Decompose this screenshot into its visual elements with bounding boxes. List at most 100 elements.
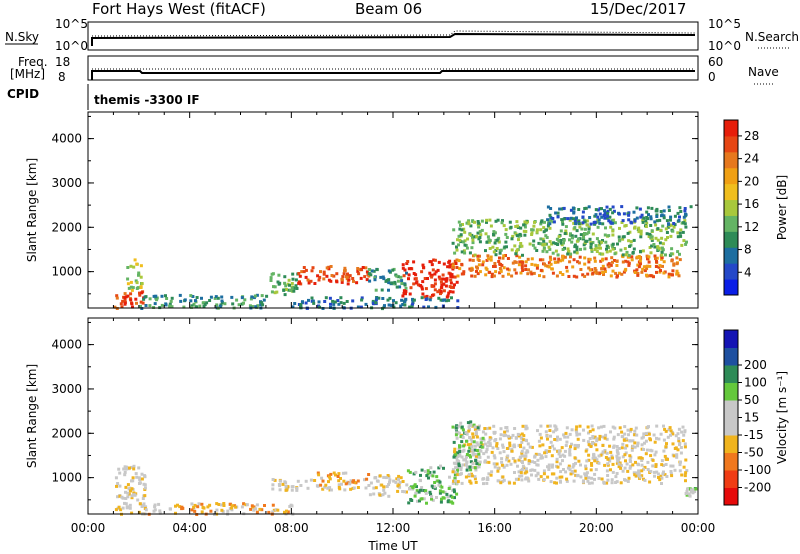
colorbar-tick-label: 15 [744, 411, 759, 425]
colorbar-swatch [724, 183, 738, 201]
colorbar-swatch [724, 470, 738, 488]
scatter-region-1 [114, 464, 147, 516]
scatter-region-8 [451, 420, 485, 472]
colorbar-swatch [724, 382, 738, 401]
scatter-region-8 [451, 254, 682, 279]
colorbar-swatch [724, 452, 738, 471]
colorbar-tick-label: -200 [744, 481, 771, 495]
colorbar-swatch [724, 215, 738, 232]
nave-tick-bottom: 0 [708, 70, 716, 84]
x-tick-label: 16:00 [477, 521, 512, 535]
colorbar-tick-label: 20 [744, 174, 759, 188]
y-tick-label: 3000 [51, 382, 82, 396]
freq-panel [87, 55, 699, 81]
colorbar-swatch [724, 417, 738, 436]
x-tick-label: 20:00 [579, 521, 614, 535]
scatter-region-4 [269, 272, 300, 297]
colorbar-tick-label: 28 [744, 129, 759, 143]
colorbar-swatch [724, 151, 738, 169]
nave-tick-top: 60 [708, 55, 723, 69]
x-tick-label: 12:00 [376, 521, 411, 535]
colorbar-swatch [724, 487, 738, 506]
y-tick-label: 2000 [51, 220, 82, 234]
colorbar-label: Power [dB] [775, 175, 789, 240]
power-panel: 1000 2000 3000 4000 Slant Range [km] 4 8 12 16 20… [25, 111, 789, 311]
nsky-tick-top: 10^5 [55, 17, 88, 31]
scatter-region-5 [368, 474, 409, 498]
scatter-region-6 [367, 267, 408, 292]
y-tick-label: 4000 [51, 132, 82, 146]
scatter-region-10 [546, 205, 693, 226]
colorbar: -200 -100 -50 -15 15 50 100 200 Velocity [m s⁻¹] [723, 329, 789, 506]
nsky-trace [91, 32, 696, 46]
x-tick-label: 08:00 [274, 521, 309, 535]
y-tick-label: 1000 [51, 265, 82, 279]
colorbar-swatch [724, 279, 738, 296]
nsky-label: N.Sky [5, 30, 39, 44]
colorbar-tick-label: -100 [744, 463, 771, 477]
x-axis-label: Time UT [367, 539, 418, 553]
scatter-region-9 [451, 218, 688, 257]
x-tick-label: 00:00 [71, 521, 106, 535]
nsearch-label: N.Search [745, 30, 799, 44]
scatter-region-5 [297, 265, 371, 286]
colorbar-tick-label: -50 [744, 446, 764, 460]
y-axis-label: Slant Range [km] [25, 158, 39, 262]
nsky-tick-bottom: 10^0 [55, 39, 88, 53]
scatter-region-9 [684, 487, 698, 498]
colorbar-swatch [724, 347, 738, 366]
colorbar-swatch [724, 135, 738, 153]
colorbar-swatch [724, 435, 738, 453]
nave-label: Nave [748, 65, 779, 79]
colorbar-tick-label: -15 [744, 428, 764, 442]
x-tick-label: 00:00 [681, 521, 716, 535]
colorbar-swatch [724, 263, 738, 280]
y-tick-label: 4000 [51, 338, 82, 352]
colorbar-tick-label: 50 [744, 393, 759, 407]
colorbar-tick-label: 8 [744, 243, 752, 257]
y-axis-label: Slant Range [km] [25, 364, 39, 468]
colorbar-swatch [724, 167, 738, 185]
scatter-region-7 [401, 258, 459, 299]
freq-trace [91, 70, 695, 80]
colorbar-tick-label: 100 [744, 376, 767, 390]
colorbar-tick-label: 4 [744, 265, 752, 279]
colorbar-swatch [724, 231, 738, 248]
freq-tick-bottom: 8 [58, 70, 66, 84]
beam-label: Beam 06 [355, 0, 422, 18]
colorbar-swatch [724, 247, 738, 264]
colorbar-swatch [724, 199, 738, 216]
cpid-label: CPID [7, 87, 39, 101]
colorbar-tick-label: 16 [744, 197, 759, 211]
freq-tick-top: 18 [55, 55, 70, 69]
freq-label-line1: Freq. [18, 55, 48, 69]
velocity-panel: 1000 2000 3000 4000 00:00 04:00 08:00 12:00 16:0… [25, 317, 789, 553]
cpid-value: themis -3300 IF [94, 93, 200, 107]
colorbar-swatch [724, 365, 738, 383]
scatter-region-7 [451, 424, 689, 486]
colorbar-swatch [724, 400, 738, 418]
freq-label-line2: [MHz] [10, 67, 45, 81]
colorbar: 4 8 12 16 20 24 28 Power [dB] [723, 119, 789, 296]
scatter-region-3 [139, 293, 269, 310]
scatter-region-4 [316, 471, 371, 492]
colorbar-tick-label: 200 [744, 358, 767, 372]
nsky-panel [87, 21, 699, 51]
scatter-region-6 [406, 464, 459, 505]
colorbar-tick-label: 24 [744, 152, 759, 166]
y-tick-label: 2000 [51, 426, 82, 440]
scatter-region-3 [271, 478, 320, 492]
x-tick-label: 04:00 [172, 521, 207, 535]
colorbar-tick-label: 12 [744, 220, 759, 234]
y-tick-label: 1000 [51, 471, 82, 485]
scatter-region-2 [126, 258, 144, 292]
colorbar-label: Velocity [m s⁻¹] [775, 371, 789, 464]
colorbar-swatch [724, 330, 738, 348]
colorbar-swatch [724, 120, 738, 137]
nsearch-tick-top: 10^5 [708, 17, 741, 31]
plot-title: Fort Hays West (fitACF) [92, 0, 266, 18]
y-tick-label: 3000 [51, 176, 82, 190]
nsearch-tick-bottom: 10^0 [708, 39, 741, 53]
date-label: 15/Dec/2017 [590, 0, 686, 18]
